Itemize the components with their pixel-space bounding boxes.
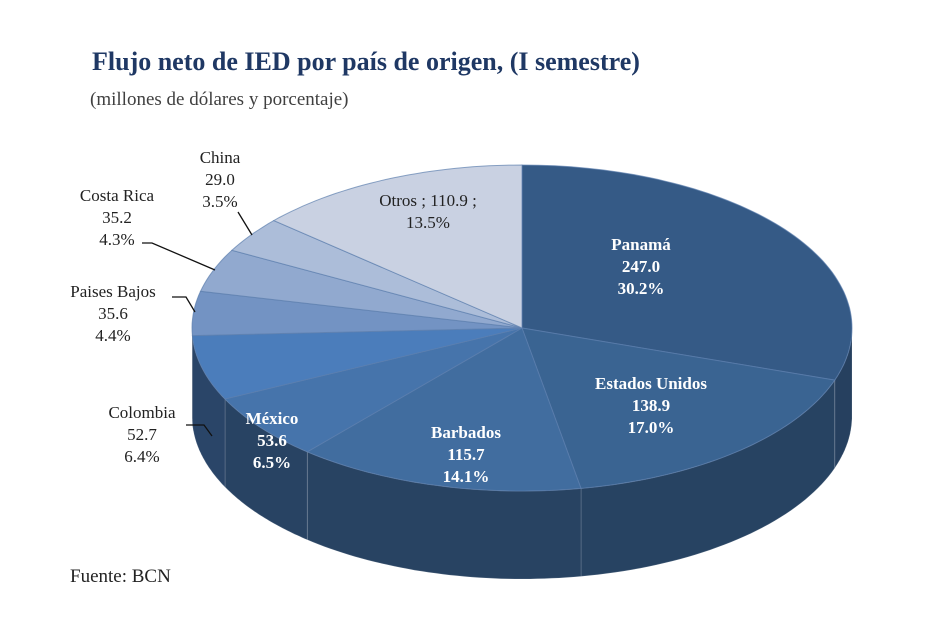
- pie-slice-otros: [272, 164, 523, 329]
- label-value-paises-bajos: 35.6: [98, 304, 128, 323]
- label-category-costa-rica: Costa Rica: [80, 186, 155, 205]
- pie-slice-paises-bajos: [191, 290, 523, 337]
- label-category-colombia: Colombia: [108, 403, 176, 422]
- pie-slice-colombia: [191, 327, 523, 400]
- label-percent-mexico: 6.5%: [253, 453, 291, 472]
- label-percent-barbados: 14.1%: [443, 467, 490, 486]
- label-separator: ;: [468, 191, 477, 210]
- data-label-otros: Otros ; 110.9 ;: [379, 191, 477, 210]
- label-value-panama: 247.0: [622, 257, 660, 276]
- label-value-estados-unidos: 138.9: [632, 396, 670, 415]
- leader-line-china: [237, 211, 253, 236]
- pie-slice-estados-unidos: [521, 327, 836, 489]
- label-percent-paises-bajos: 4.4%: [95, 326, 130, 345]
- label-percent: 13.5%: [406, 213, 450, 232]
- pie-slice-panama: [521, 164, 853, 381]
- label-category-panama: Panamá: [611, 235, 671, 254]
- chart-subtitle: (millones de dólares y porcentaje): [90, 89, 349, 110]
- label-value-china: 29.0: [205, 170, 235, 189]
- source-note: Fuente: BCN: [70, 566, 171, 587]
- pie-slice-barbados: [306, 327, 582, 492]
- label-value-barbados: 115.7: [447, 445, 485, 464]
- label-percent-estados-unidos: 17.0%: [628, 418, 675, 437]
- label-value: 110.9: [430, 191, 468, 210]
- label-separator: ;: [417, 191, 430, 210]
- label-value-colombia: 52.7: [127, 425, 157, 444]
- label-category-china: China: [200, 148, 241, 167]
- label-percent-panama: 30.2%: [618, 279, 665, 298]
- leader-line-colombia: [186, 424, 213, 437]
- pie-slice-mexico: [224, 327, 523, 453]
- label-percent-colombia: 6.4%: [124, 447, 159, 466]
- label-category: Otros: [379, 191, 417, 210]
- label-percent-costa-rica: 4.3%: [99, 230, 134, 249]
- label-category-paises-bajos: Paises Bajos: [70, 282, 155, 301]
- label-category-barbados: Barbados: [431, 423, 501, 442]
- data-labels: Panamá 247.0 30.2% Estados Unidos 138.9 17.0%…: [70, 148, 707, 486]
- chart-title: Flujo neto de IED por país de origen, (I…: [92, 47, 640, 76]
- leader-line-costa-rica: [142, 242, 216, 271]
- label-value-costa-rica: 35.2: [102, 208, 132, 227]
- leader-lines: [142, 211, 253, 437]
- label-category-mexico: México: [246, 409, 299, 428]
- label-value-mexico: 53.6: [257, 431, 287, 450]
- pie-tops: [191, 164, 853, 492]
- leader-line-paises-bajos: [172, 296, 196, 313]
- label-percent-china: 3.5%: [202, 192, 237, 211]
- pie-slice-costa-rica: [199, 249, 523, 329]
- label-category-estados-unidos: Estados Unidos: [595, 374, 707, 393]
